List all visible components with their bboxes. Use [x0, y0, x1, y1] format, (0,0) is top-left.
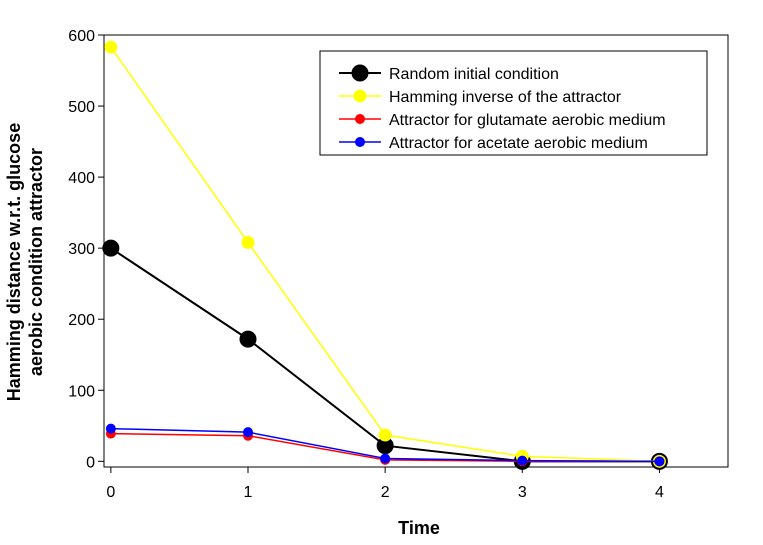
data-point — [241, 235, 255, 249]
legend-item: Attractor for acetate aerobic medium — [339, 135, 648, 152]
x-tick-label: 4 — [655, 484, 664, 501]
y-axis-title-line-2: aerobic condition attractor — [26, 148, 46, 376]
data-point — [239, 330, 257, 348]
y-tick-label: 300 — [68, 241, 95, 258]
y-tick-label: 600 — [68, 28, 95, 45]
data-point — [517, 455, 528, 466]
x-tick-label: 1 — [244, 484, 253, 501]
y-axis-title-line-1: Hamming distance w.r.t. glucose — [4, 123, 24, 401]
data-point — [380, 453, 391, 464]
legend-marker — [355, 114, 365, 124]
data-point — [102, 239, 120, 257]
series-attractor-for-acetate-aerobic-medium — [105, 423, 665, 467]
data-point — [243, 427, 253, 438]
series-hamming-inverse-of-the-attractor — [104, 40, 666, 468]
y-axis-title: Hamming distance w.r.t. glucose aerobic … — [4, 123, 46, 401]
legend-item: Random initial condition — [339, 64, 559, 83]
data-point — [378, 428, 392, 442]
legend-marker — [353, 89, 367, 103]
x-tick-label: 3 — [518, 484, 527, 501]
y-tick-label: 200 — [68, 312, 95, 329]
legend-marker — [351, 64, 369, 82]
legend-marker — [355, 137, 365, 147]
legend-box — [319, 50, 708, 156]
legend-item: Hamming inverse of the attractor — [339, 89, 622, 106]
series-layer — [102, 40, 668, 470]
y-tick-label: 100 — [68, 383, 95, 400]
data-point — [104, 40, 118, 54]
legend-label: Random initial condition — [389, 66, 559, 83]
x-tick-label: 0 — [106, 484, 115, 501]
y-tick-label: 500 — [68, 99, 95, 116]
data-point — [654, 456, 665, 467]
x-axis-title: Time — [398, 518, 440, 538]
y-tick-label: 400 — [68, 170, 95, 187]
x-tick-label: 2 — [381, 484, 390, 501]
legend-label: Attractor for acetate aerobic medium — [389, 135, 648, 152]
axes: 0 1 2 3 4 0 100 200 300 400 500 600 — [68, 28, 729, 501]
legend-label: Attractor for glutamate aerobic medium — [389, 112, 666, 129]
legend-item: Attractor for glutamate aerobic medium — [339, 112, 666, 129]
legend: Random initial condition Hamming inverse … — [319, 50, 708, 156]
data-point — [105, 423, 116, 434]
legend-label: Hamming inverse of the attractor — [389, 89, 622, 106]
y-tick-label: 0 — [86, 454, 95, 471]
